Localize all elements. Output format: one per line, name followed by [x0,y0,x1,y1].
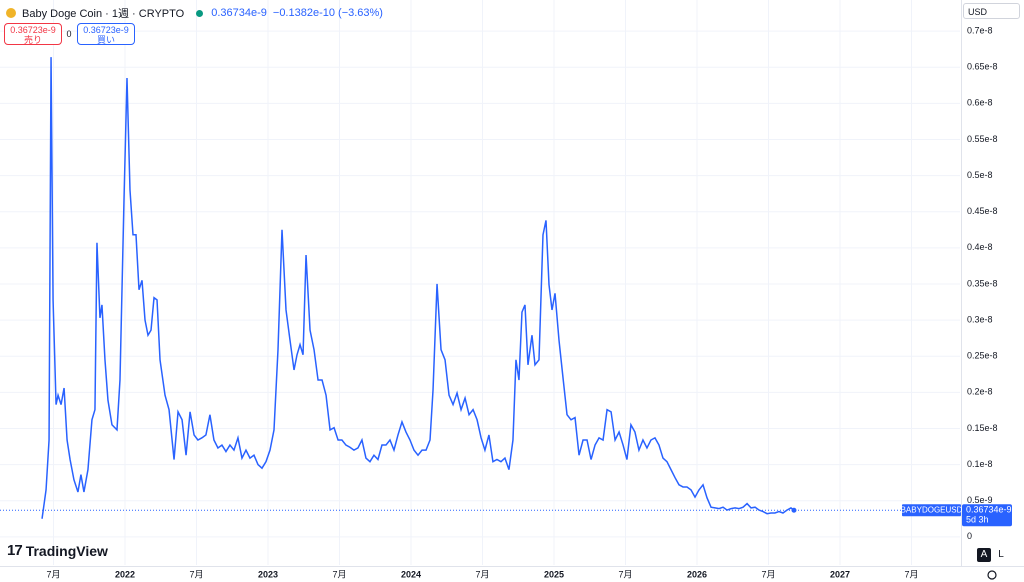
x-tick-label: 7月 [475,569,489,579]
axes: 0 0.5e-9 0.1e-8 0.15e-8 0.2e-8 0.25e-8 0.3e-8 0… [46,25,1012,579]
y-tick-label: 0.65e-8 [967,62,998,72]
logo-text: TradingView [25,542,108,559]
y-tick-label: 0.5e-8 [967,170,993,180]
y-tick-label: 0.15e-8 [967,423,998,433]
buy-label: 買い [96,35,115,45]
y-tick-label: 0.7e-8 [967,25,993,35]
symbol-tag-text: BABYDOGEUSD [901,505,963,514]
currency-selector[interactable]: USD [963,3,1020,19]
price-tag [962,504,1012,527]
x-tick-label: 7月 [905,569,919,579]
symbol-tag [902,504,961,517]
y-tick-label: 0.45e-8 [967,206,998,216]
x-tick-label: 2027 [830,569,850,579]
y-tick-label: 0.6e-8 [967,98,993,108]
logo: 17 TradingView [7,542,108,559]
sell-button[interactable]: 0.36723e-9 売り [4,23,62,45]
y-tick-label: 0.1e-8 [967,459,993,469]
x-tick-label: 7月 [762,569,776,579]
y-tick-label: 0.2e-8 [967,387,993,397]
logo-mark: 17 [7,542,23,559]
x-tick-label: 7月 [189,569,203,579]
x-tick-label: 2024 [401,569,421,579]
price-change: −0.1382e-10 (−3.63%) [272,7,383,19]
y-tick-label: 0.55e-8 [967,134,998,144]
y-tick-label: 0.4e-8 [967,242,993,252]
last-price: 0.36734e-9 [211,7,267,19]
x-tick-label: 7月 [332,569,346,579]
price-tag-value: 0.36734e-9 [966,505,1012,515]
market-status [196,9,204,17]
grid [0,0,960,565]
coin-icon [6,8,16,18]
symbol-header: Baby Doge Coin · 1週 · CRYPTO 0.36734e-9 … [6,5,383,21]
x-tick-label: 2023 [258,569,278,579]
x-tick-label: 7月 [619,569,633,579]
y-tick-label: 0.25e-8 [967,351,998,361]
y-tick-label: 0.3e-8 [967,314,993,324]
y-tick-label: 0 [967,531,972,541]
symbol-title[interactable]: Baby Doge Coin · 1週 · CRYPTO [22,8,185,20]
x-tick-label: 7月 [46,569,60,579]
buy-price: 0.36723e-9 [83,25,129,35]
x-tick-label: 2022 [115,569,135,579]
buy-button[interactable]: 0.36723e-9 買い [77,23,135,45]
y-tick-label: 0.5e-9 [967,495,993,505]
plot [0,57,960,519]
y-tick-label: 0.35e-8 [967,278,998,288]
x-tick-label: 2025 [544,569,564,579]
sell-label: 売り [23,35,42,45]
auto-scale-button[interactable]: A [977,548,991,562]
price-line [41,57,795,519]
sell-price: 0.36723e-9 [10,25,56,35]
log-scale-button[interactable]: L [998,549,1004,560]
last-point [791,507,797,513]
price-tag-countdown: 5d 3h [966,515,989,525]
settings-icon[interactable] [987,570,997,580]
x-tick-label: 2026 [687,569,707,579]
spread: 0 [66,29,72,39]
